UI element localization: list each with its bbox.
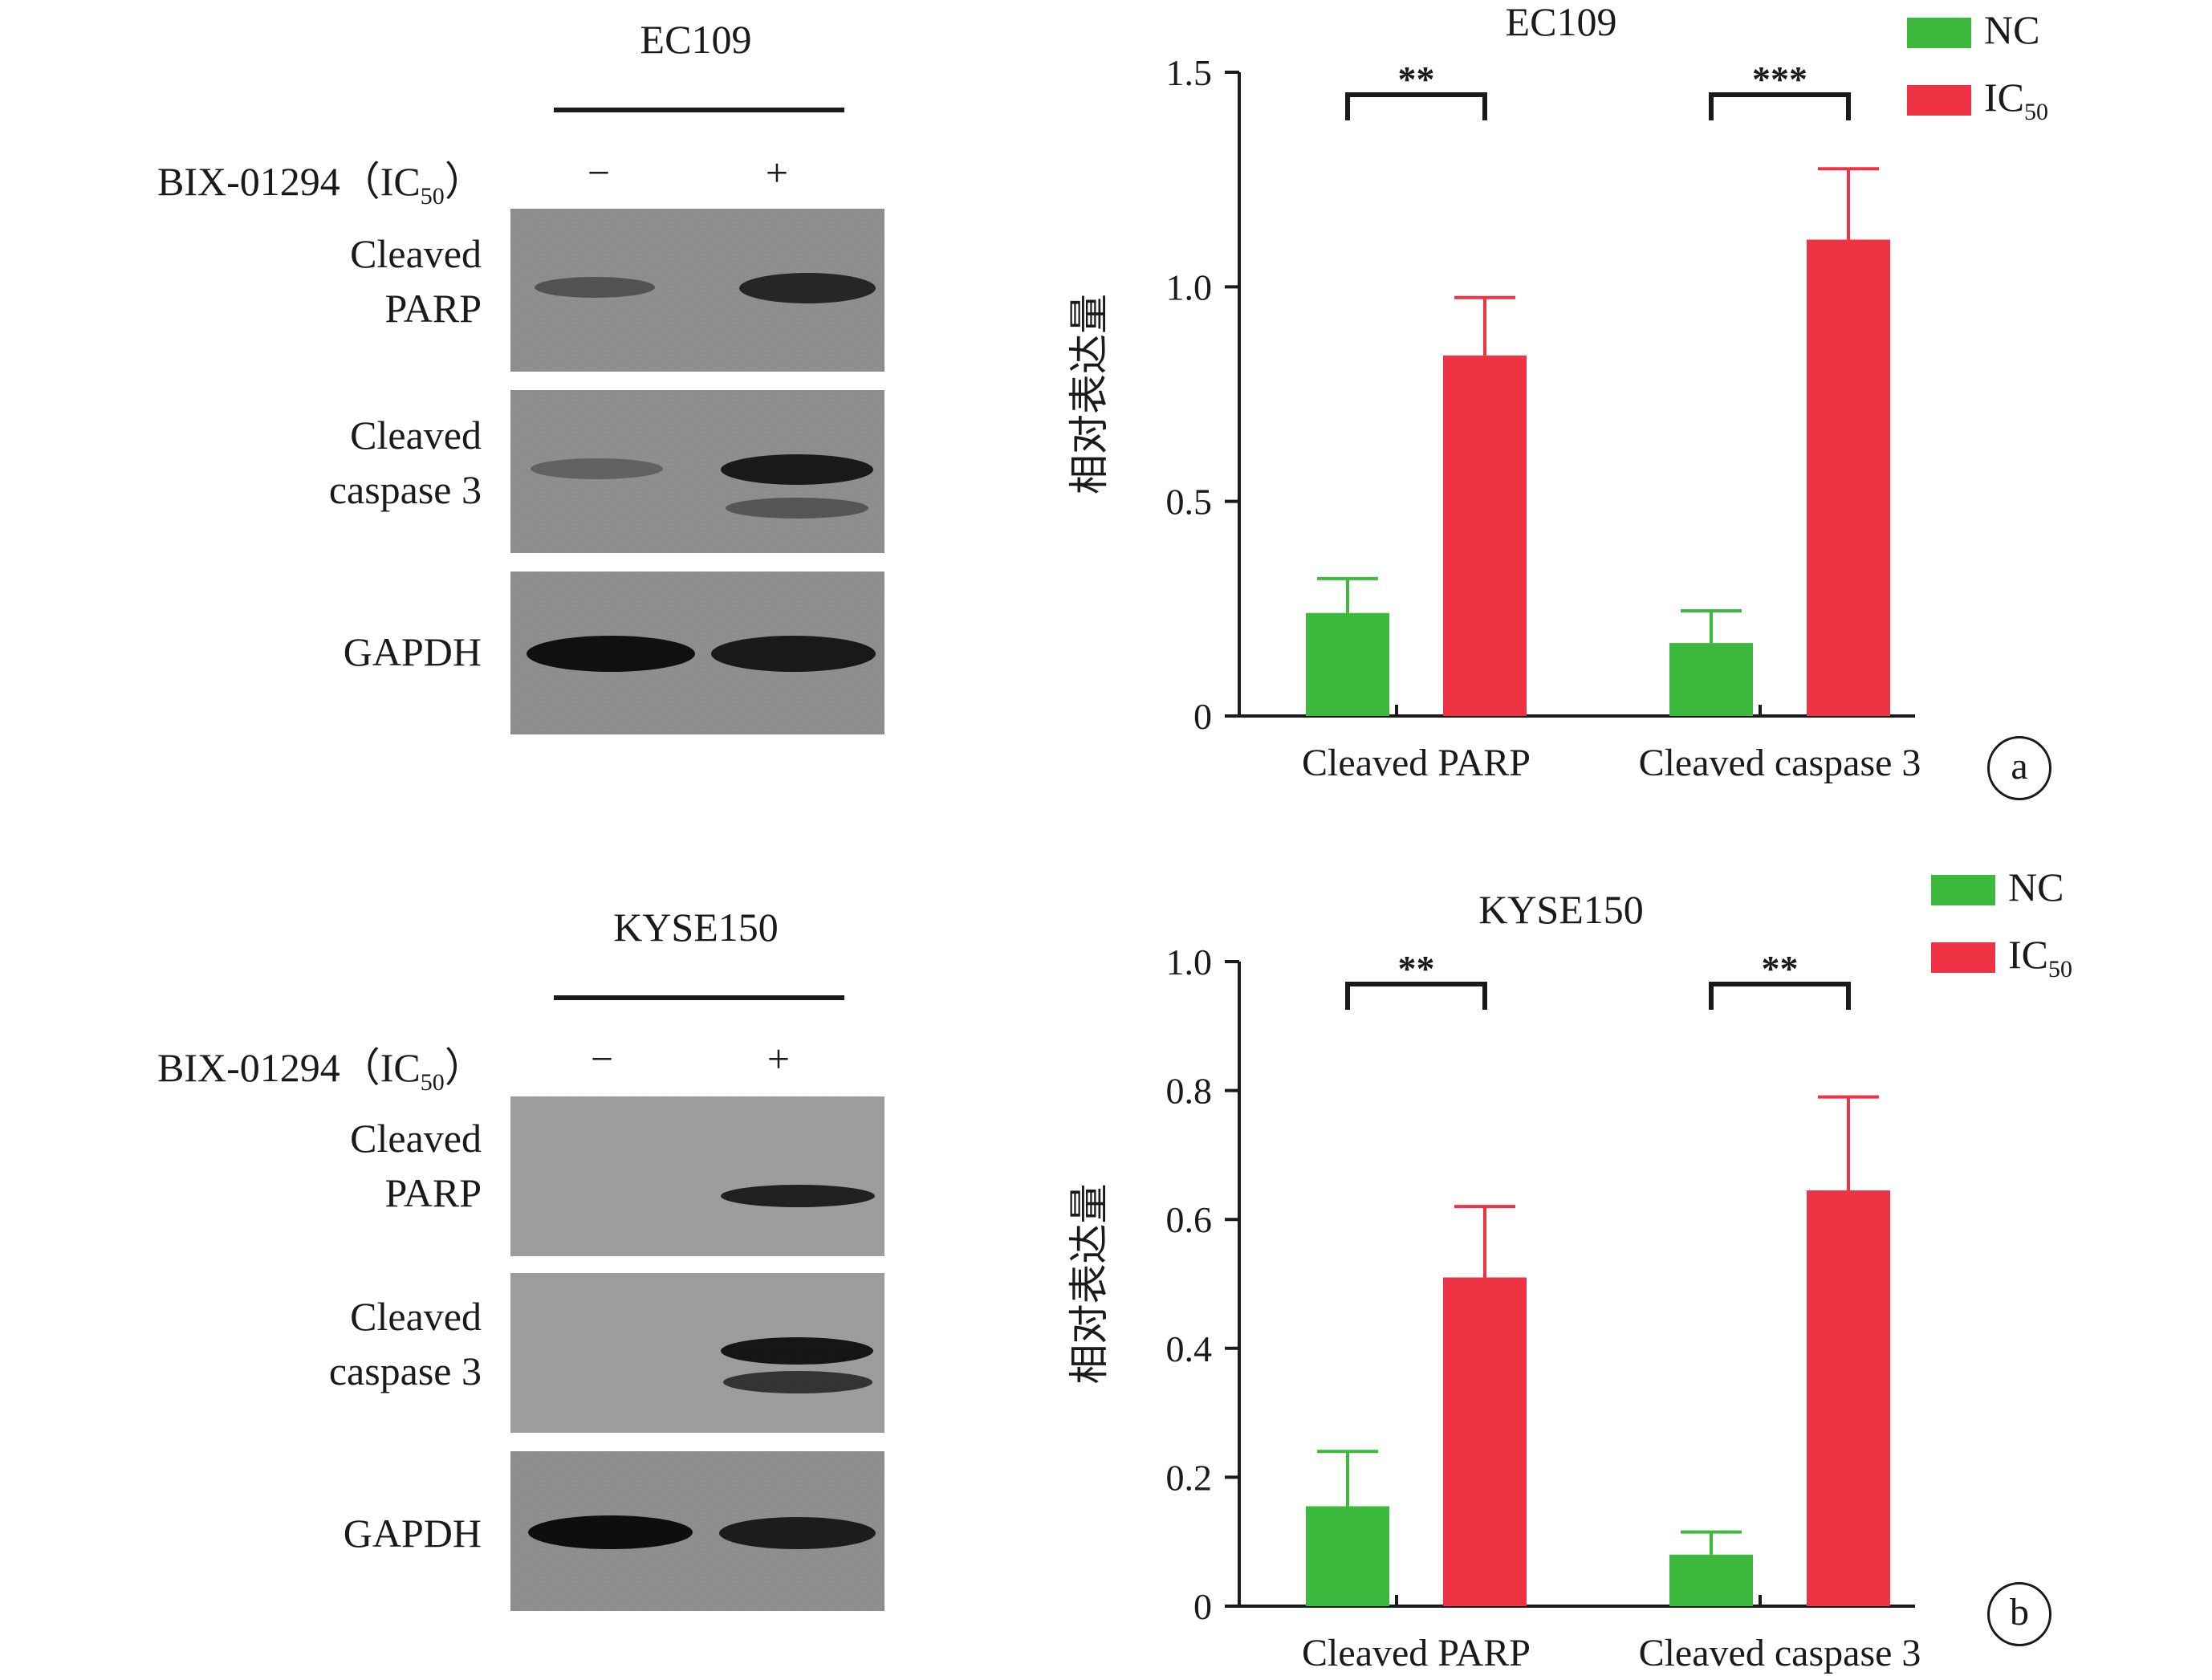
band bbox=[721, 1185, 875, 1207]
treatment-minus: − bbox=[590, 1036, 614, 1081]
panel-a: EC109 BIX-01294（IC50） − + Cleaved PARP Cl… bbox=[157, 0, 2051, 800]
blot-image-gapdh bbox=[510, 572, 884, 734]
bar-ic50 bbox=[1807, 1190, 1890, 1606]
treatment-label: BIX-01294（IC50） bbox=[157, 1045, 485, 1096]
legend-swatch-nc bbox=[1907, 18, 1971, 48]
significance-bracket bbox=[1345, 982, 1487, 1010]
legend-swatch-ic50 bbox=[1907, 85, 1971, 116]
bar-nc bbox=[1306, 612, 1389, 716]
treatment-minus: − bbox=[587, 150, 611, 195]
x-tick-label: Cleaved PARP bbox=[1302, 1632, 1531, 1674]
legend-label-ic50: IC50 bbox=[2008, 932, 2072, 982]
chart-title: KYSE150 bbox=[1478, 887, 1644, 932]
x-tick-label: Cleaved caspase 3 bbox=[1639, 742, 1921, 784]
band-label-gapdh: GAPDH bbox=[343, 629, 482, 674]
band bbox=[528, 1515, 693, 1549]
treatment-plus: + bbox=[766, 1036, 791, 1081]
y-tick-label: 0.5 bbox=[1166, 482, 1213, 523]
x-tick-label: Cleaved PARP bbox=[1302, 742, 1531, 784]
bar-chart: KYSE150 0 0.2 0.4 0.6 0.8 1.0 相对表达量 Cleaved PARP… bbox=[1067, 887, 1921, 1674]
cell-line-underline bbox=[554, 108, 844, 112]
bar-ic50 bbox=[1443, 355, 1527, 716]
blot-image-gapdh bbox=[510, 1451, 884, 1611]
y-tick-label: 0 bbox=[1193, 696, 1212, 737]
bar-nc bbox=[1669, 1554, 1753, 1606]
cell-line-underline bbox=[554, 995, 844, 1000]
significance-label: ** bbox=[1762, 948, 1799, 989]
blot-image-parp bbox=[510, 209, 884, 372]
band bbox=[723, 1371, 872, 1393]
y-tick-label: 0.6 bbox=[1166, 1199, 1213, 1240]
chart-title: EC109 bbox=[1506, 0, 1617, 44]
band-label-caspase: Cleaved caspase 3 bbox=[328, 1294, 482, 1393]
bar-nc bbox=[1669, 643, 1753, 716]
blot-title: EC109 bbox=[640, 17, 752, 62]
band-label-gapdh: GAPDH bbox=[343, 1511, 482, 1556]
y-axis-label: 相对表达量 bbox=[1067, 1184, 1112, 1385]
band-label-caspase: Cleaved caspase 3 bbox=[328, 413, 482, 512]
y-tick-label: 1.5 bbox=[1166, 52, 1213, 93]
bar-chart: EC109 0 0.5 1.0 1.5 相对表达量 Cleaved PARP Cleaved … bbox=[1067, 0, 1921, 784]
treatment-label: BIX-01294（IC50） bbox=[157, 159, 485, 209]
significance-bracket bbox=[1345, 92, 1487, 120]
blot-title: KYSE150 bbox=[613, 905, 779, 950]
bar-ic50 bbox=[1443, 1277, 1527, 1606]
treatment-plus: + bbox=[765, 150, 789, 195]
legend-swatch-nc bbox=[1931, 875, 1995, 905]
significance-bracket bbox=[1709, 92, 1851, 120]
blot-image-caspase bbox=[510, 1273, 884, 1433]
significance-bracket bbox=[1709, 982, 1851, 1010]
legend-swatch-ic50 bbox=[1931, 942, 1995, 973]
blot-image-parp bbox=[510, 1096, 884, 1256]
band bbox=[739, 273, 876, 303]
band bbox=[535, 277, 655, 298]
bar-nc bbox=[1306, 1506, 1389, 1606]
y-tick-label: 0.2 bbox=[1166, 1457, 1213, 1498]
y-tick-label: 0 bbox=[1193, 1586, 1212, 1627]
band-label-parp: Cleaved PARP bbox=[350, 231, 482, 331]
band bbox=[527, 636, 695, 672]
band bbox=[719, 1517, 876, 1549]
significance-label: ** bbox=[1398, 59, 1435, 100]
band bbox=[721, 454, 873, 485]
y-tick-label: 0.4 bbox=[1166, 1328, 1213, 1369]
legend-label-nc: NC bbox=[2008, 864, 2064, 909]
panel-tag-a: a bbox=[1987, 736, 2051, 800]
legend-label-nc: NC bbox=[1984, 7, 2040, 52]
band bbox=[721, 1337, 873, 1365]
y-tick-label: 1.0 bbox=[1166, 266, 1213, 307]
band bbox=[711, 636, 876, 672]
x-tick-label: Cleaved caspase 3 bbox=[1639, 1632, 1921, 1674]
significance-label: ** bbox=[1398, 948, 1435, 989]
y-tick-label: 0.8 bbox=[1166, 1071, 1213, 1112]
band-label-parp: Cleaved PARP bbox=[350, 1116, 482, 1215]
band bbox=[726, 498, 868, 519]
bar-ic50 bbox=[1807, 239, 1890, 716]
legend-label-ic50: IC50 bbox=[1984, 75, 2048, 125]
y-axis-label: 相对表达量 bbox=[1067, 294, 1112, 494]
panel-tag-b: b bbox=[1987, 1582, 2051, 1646]
panel-b: KYSE150 BIX-01294（IC50） − + Cleaved PARP … bbox=[0, 840, 2212, 1679]
y-tick-label: 1.0 bbox=[1166, 942, 1213, 982]
significance-label: *** bbox=[1752, 59, 1807, 100]
band bbox=[531, 458, 663, 479]
blot-image-caspase bbox=[510, 390, 884, 553]
